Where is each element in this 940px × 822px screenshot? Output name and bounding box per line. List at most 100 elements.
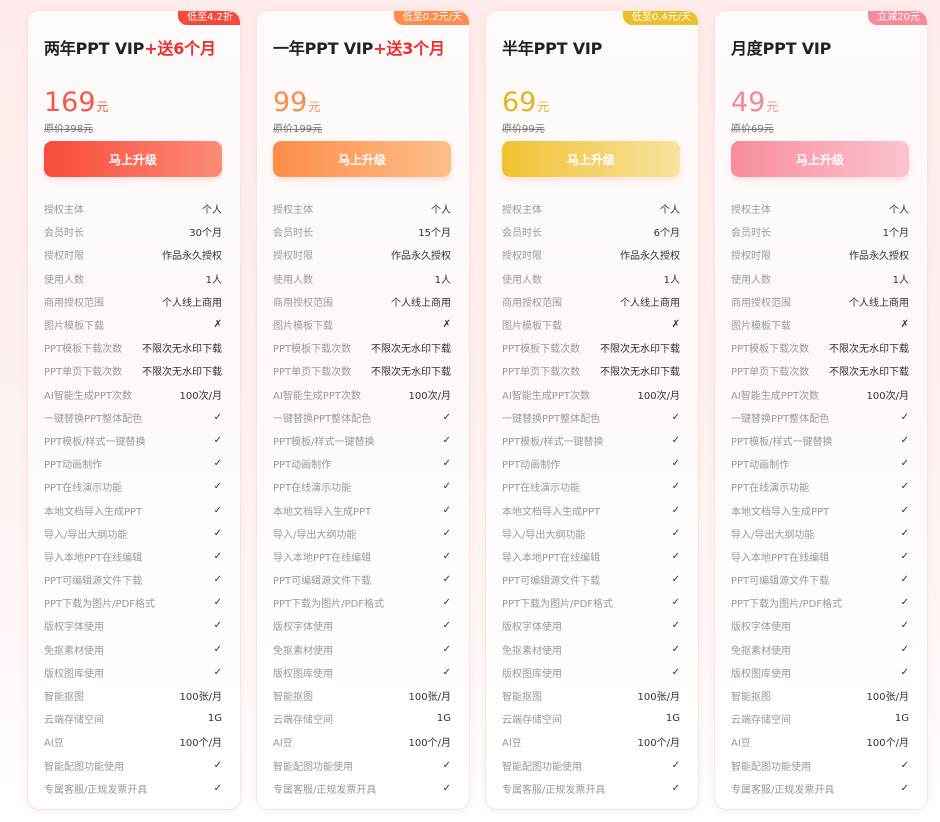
feature-row: AI豆 100个/月	[731, 730, 909, 753]
price-amount: 169	[44, 87, 96, 118]
feature-row: 导入/导出大纲功能 ✓	[731, 522, 909, 545]
feature-value: ✓	[213, 666, 222, 678]
feature-row: 授权时限 作品永久授权	[731, 243, 909, 266]
feature-row: PPT模板/样式一键替换 ✓	[502, 429, 680, 452]
feature-value: 个人线上商用	[162, 297, 222, 309]
feature-label: 导入本地PPT在线编辑	[502, 552, 601, 564]
feature-row: AI豆 100个/月	[273, 730, 451, 753]
feature-label: 本地文档导入生成PPT	[731, 506, 830, 518]
feature-label: 一键替换PPT整体配色	[44, 413, 143, 425]
feature-label: 使用人数	[731, 274, 771, 286]
feature-row: AI豆 100个/月	[502, 730, 680, 753]
feature-value: ✓	[213, 458, 222, 470]
feature-row: PPT可编辑源文件下载 ✓	[273, 568, 451, 591]
feature-label: 免抠素材使用	[273, 645, 333, 657]
feature-label: PPT可编辑源文件下载	[273, 576, 372, 588]
feature-label: PPT单页下载次数	[731, 367, 810, 379]
upgrade-button[interactable]: 马上升级	[44, 141, 222, 177]
feature-value: 不限次无水印下载	[371, 344, 451, 356]
feature-value: 100张/月	[866, 692, 909, 704]
feature-value: 1G	[436, 713, 451, 725]
feature-row: 导入本地PPT在线编辑 ✓	[502, 545, 680, 568]
feature-value: ✓	[900, 620, 909, 632]
feature-label: AI智能生成PPT次数	[731, 390, 819, 402]
feature-label: 免抠素材使用	[502, 645, 562, 657]
upgrade-button[interactable]: 马上升级	[502, 141, 680, 177]
feature-value: ✗	[900, 319, 909, 331]
feature-label: 使用人数	[502, 274, 542, 286]
feature-row: 授权主体 个人	[731, 197, 909, 220]
feature-row: PPT模板/样式一键替换 ✓	[44, 429, 222, 452]
upgrade-button[interactable]: 马上升级	[273, 141, 451, 177]
feature-row: 免抠素材使用 ✓	[502, 638, 680, 661]
feature-label: 智能配图功能使用	[731, 761, 811, 773]
feature-value: ✓	[900, 458, 909, 470]
feature-label: AI智能生成PPT次数	[44, 390, 132, 402]
feature-label: PPT模板下载次数	[44, 344, 123, 356]
plan-card-2year: 低至4.2折 两年PPT VIP+送6个月 169元 原价398元 马上升级 授…	[27, 10, 241, 810]
feature-row: 一键替换PPT整体配色 ✓	[44, 406, 222, 429]
discount-badge: 立减20元	[868, 11, 927, 25]
feature-list: 授权主体 个人 会员时长 6个月 授权时限 作品永久授权 使用人数 1人 商用授权范围 个人线上商…	[502, 197, 680, 800]
feature-label: 本地文档导入生成PPT	[502, 506, 601, 518]
feature-label: 智能配图功能使用	[502, 761, 582, 773]
feature-value: ✓	[671, 597, 680, 609]
feature-label: 版权图库使用	[273, 668, 333, 680]
plan-name: 两年PPT VIP	[44, 39, 145, 58]
feature-value: ✓	[671, 759, 680, 771]
feature-value: 个人线上商用	[391, 297, 451, 309]
feature-row: 云端存储空间 1G	[273, 707, 451, 730]
feature-row: 商用授权范围 个人线上商用	[502, 290, 680, 313]
feature-label: 导入/导出大纲功能	[731, 529, 815, 541]
feature-row: PPT可编辑源文件下载 ✓	[502, 568, 680, 591]
feature-row: PPT单页下载次数 不限次无水印下载	[44, 359, 222, 382]
feature-value: ✓	[442, 527, 451, 539]
plan-card-halfyear: 低至0.4元/天 半年PPT VIP 69元 原价99元 马上升级 授权主体 个人…	[485, 10, 699, 810]
feature-label: 授权主体	[502, 205, 542, 217]
feature-value: 不限次无水印下载	[600, 344, 680, 356]
feature-row: 商用授权范围 个人线上商用	[731, 290, 909, 313]
plan-name: 半年PPT VIP	[502, 39, 603, 58]
feature-row: PPT动画制作 ✓	[502, 452, 680, 475]
feature-label: 一键替换PPT整体配色	[502, 413, 601, 425]
feature-row: 一键替换PPT整体配色 ✓	[273, 406, 451, 429]
feature-value: 100次/月	[866, 390, 909, 402]
feature-row: 本地文档导入生成PPT ✓	[273, 498, 451, 521]
feature-value: 个人	[431, 205, 451, 217]
feature-value: ✓	[442, 759, 451, 771]
feature-value: ✓	[900, 481, 909, 493]
feature-value: 不限次无水印下载	[142, 344, 222, 356]
discount-badge: 低至0.2元/天	[393, 11, 469, 25]
feature-row: AI豆 100个/月	[44, 730, 222, 753]
feature-row: PPT在线演示功能 ✓	[44, 475, 222, 498]
upgrade-button[interactable]: 马上升级	[731, 141, 909, 177]
feature-label: AI豆	[44, 738, 64, 750]
feature-row: 使用人数 1人	[731, 267, 909, 290]
feature-row: 版权字体使用 ✓	[44, 614, 222, 637]
feature-label: 智能抠图	[731, 692, 771, 704]
original-price: 原价99元	[502, 124, 545, 135]
feature-label: PPT单页下载次数	[273, 367, 352, 379]
feature-value: 100个/月	[637, 738, 680, 750]
feature-label: 智能配图功能使用	[273, 761, 353, 773]
feature-row: 会员时长 1个月	[731, 220, 909, 243]
feature-row: 导入本地PPT在线编辑 ✓	[731, 545, 909, 568]
feature-value: ✓	[671, 458, 680, 470]
feature-label: PPT可编辑源文件下载	[44, 576, 143, 588]
feature-label: PPT在线演示功能	[273, 483, 352, 495]
feature-label: 导入本地PPT在线编辑	[273, 552, 372, 564]
price-amount: 99	[273, 87, 308, 118]
feature-row: 授权主体 个人	[273, 197, 451, 220]
feature-label: 导入/导出大纲功能	[273, 529, 357, 541]
feature-value: 15个月	[418, 228, 451, 240]
feature-label: AI豆	[731, 738, 751, 750]
feature-row: 智能配图功能使用 ✓	[273, 754, 451, 777]
feature-row: AI智能生成PPT次数 100次/月	[44, 383, 222, 406]
feature-label: PPT动画制作	[273, 460, 332, 472]
feature-value: 100次/月	[179, 390, 222, 402]
feature-label: 授权时限	[502, 251, 542, 263]
feature-row: PPT动画制作 ✓	[273, 452, 451, 475]
feature-label: 授权时限	[731, 251, 771, 263]
plan-bonus: +送6个月	[144, 39, 216, 58]
plan-title: 一年PPT VIP+送3个月	[273, 35, 445, 59]
